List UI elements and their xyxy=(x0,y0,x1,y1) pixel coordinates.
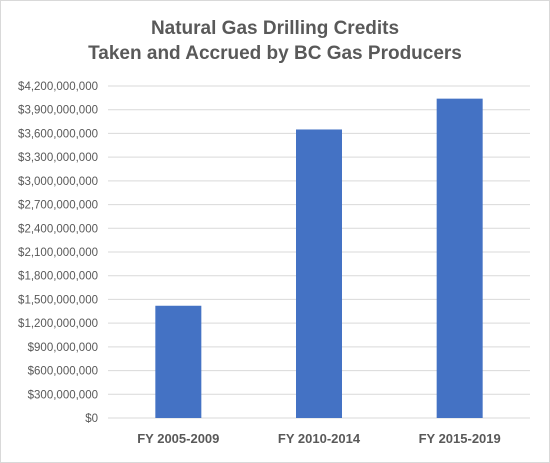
x-tick-label: FY 2005-2009 xyxy=(137,431,219,446)
y-tick-label: $4,200,000,000 xyxy=(18,81,98,93)
y-tick-label: $900,000,000 xyxy=(28,342,98,354)
x-tick-label: FY 2015-2019 xyxy=(419,431,501,446)
chart-title-line-1: Natural Gas Drilling Credits xyxy=(150,18,400,39)
y-tick-label: $3,600,000,000 xyxy=(18,128,98,140)
y-tick-label: $2,700,000,000 xyxy=(18,200,98,212)
y-tick-label: $1,800,000,000 xyxy=(18,271,98,283)
chart-title: Natural Gas Drilling Credits Taken and A… xyxy=(0,16,550,66)
y-tick-label: $2,400,000,000 xyxy=(18,223,98,235)
y-tick-label: $3,900,000,000 xyxy=(18,105,98,117)
y-tick-label: $300,000,000 xyxy=(28,389,98,401)
y-tick-label: $600,000,000 xyxy=(28,366,98,378)
y-tick-label: $1,200,000,000 xyxy=(18,318,98,330)
bar xyxy=(296,129,342,418)
y-tick-label: $2,100,000,000 xyxy=(18,247,98,259)
y-tick-label: $1,500,000,000 xyxy=(18,294,98,306)
y-tick-label: $3,000,000,000 xyxy=(18,176,98,188)
x-tick-label: FY 2010-2014 xyxy=(278,431,361,446)
bar xyxy=(436,98,483,419)
y-tick-label: $3,300,000,000 xyxy=(18,152,98,164)
y-tick-label: $0 xyxy=(85,413,98,425)
chart-title-line-2: Taken and Accrued by BC Gas Producers xyxy=(88,43,462,64)
bar xyxy=(155,305,202,418)
